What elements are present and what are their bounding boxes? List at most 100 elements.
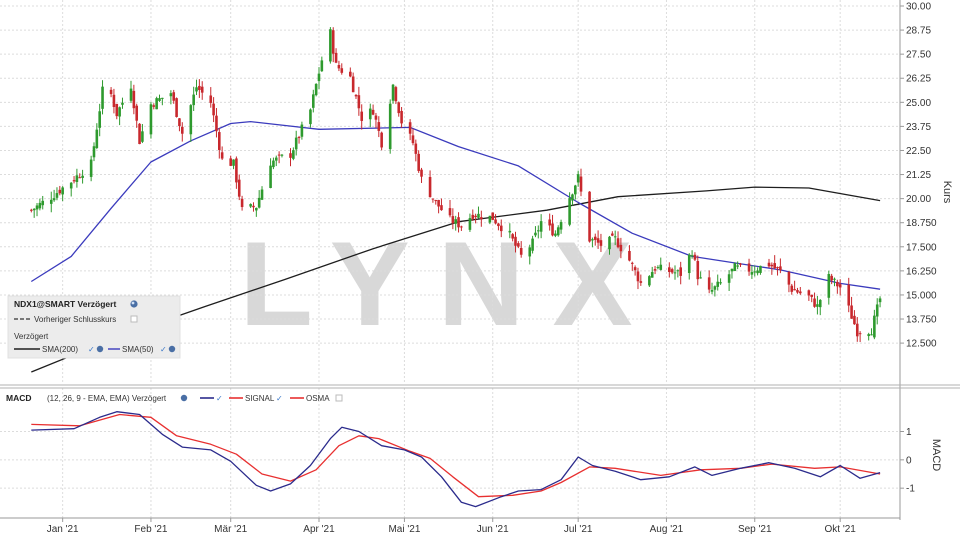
macd-tick-label: 0 xyxy=(906,455,912,466)
candle-body xyxy=(551,223,554,236)
candle xyxy=(98,103,101,137)
candle xyxy=(249,203,252,208)
candle xyxy=(448,200,452,218)
candle xyxy=(158,94,161,102)
candle xyxy=(454,215,457,231)
candle xyxy=(35,203,39,217)
candle-body xyxy=(69,182,73,189)
candle xyxy=(739,262,742,268)
macd-legend-macd-check[interactable]: ✓ xyxy=(216,394,223,403)
macd-legend-signal-check[interactable]: ✓ xyxy=(276,394,283,403)
candle-body xyxy=(368,108,372,120)
candle xyxy=(280,153,284,158)
candle-body xyxy=(474,215,477,218)
candle-body xyxy=(796,290,799,293)
candle-body xyxy=(81,175,84,178)
legend-prev-close-label: Vorheriger Schlusskurs xyxy=(34,315,116,324)
globe-icon[interactable] xyxy=(180,394,188,402)
candle xyxy=(349,67,352,78)
price-axis-label: Kurs xyxy=(941,181,953,204)
candle-body xyxy=(292,150,295,159)
candle-body xyxy=(579,176,583,192)
candle xyxy=(172,89,176,104)
candle-body xyxy=(257,197,261,208)
sma200-line xyxy=(31,186,881,373)
candle-body xyxy=(818,299,822,308)
globe-icon[interactable] xyxy=(96,345,104,353)
candle xyxy=(477,206,480,219)
candle-body xyxy=(32,208,36,211)
candle xyxy=(431,198,435,203)
price-tick-label: 16.250 xyxy=(906,266,937,277)
macd-axis-ticks: 1 0 -1 xyxy=(900,427,915,495)
candle xyxy=(132,84,136,115)
macd-legend-osma-label: OSMA xyxy=(306,394,330,403)
time-tick-label: Feb '21 xyxy=(134,524,167,535)
globe-icon[interactable] xyxy=(130,300,138,308)
globe-icon[interactable] xyxy=(168,345,176,353)
candle-body xyxy=(816,304,819,307)
candle xyxy=(568,192,571,227)
candle-body xyxy=(767,262,771,267)
candle xyxy=(272,157,275,170)
candle xyxy=(548,213,551,231)
candle xyxy=(411,128,415,146)
candle xyxy=(818,299,822,316)
macd-legend-osma-checkbox[interactable] xyxy=(335,394,343,402)
candle-body xyxy=(850,305,853,319)
candle-body xyxy=(747,263,751,272)
candle-body xyxy=(779,266,782,271)
legend-prev-close-checkbox[interactable] xyxy=(130,315,138,323)
candle-body xyxy=(357,95,361,109)
candle-body xyxy=(554,233,557,236)
candle xyxy=(619,237,623,259)
candle xyxy=(713,285,717,297)
candle xyxy=(499,219,503,238)
candle-body xyxy=(331,30,335,54)
candle xyxy=(833,277,836,287)
candle-body xyxy=(311,94,315,108)
candle-body xyxy=(49,199,53,204)
candle-body xyxy=(576,174,580,183)
candle-body xyxy=(847,284,851,306)
candle xyxy=(75,168,79,188)
price-legend-box xyxy=(7,295,181,359)
candle xyxy=(707,270,711,294)
candle xyxy=(314,83,318,97)
candle-body xyxy=(149,104,153,135)
candle-body xyxy=(309,109,312,125)
candle-body xyxy=(158,98,161,101)
legend-sma200-check[interactable]: ✓ xyxy=(88,345,95,354)
candle xyxy=(773,255,776,270)
legend-sma50-check[interactable]: ✓ xyxy=(160,345,167,354)
candle-body xyxy=(707,277,711,290)
time-tick-label: Jan '21 xyxy=(47,524,79,535)
macd-axis-label: MACD xyxy=(930,439,942,471)
candle xyxy=(317,67,321,90)
candle xyxy=(255,207,258,217)
candle-body xyxy=(109,89,113,95)
candle-body xyxy=(776,267,779,269)
candle-body xyxy=(528,247,532,257)
candle-body xyxy=(477,213,480,218)
candle-body xyxy=(38,202,42,209)
candle-body xyxy=(730,268,734,272)
candle-body xyxy=(759,265,762,273)
candle xyxy=(178,118,181,132)
candle xyxy=(727,270,731,291)
candle-body xyxy=(593,236,597,240)
candle xyxy=(750,265,754,279)
candle xyxy=(109,87,113,98)
candle xyxy=(95,123,99,150)
candle-body xyxy=(873,315,876,338)
candle xyxy=(218,128,221,159)
candle-body xyxy=(630,262,634,264)
candle xyxy=(593,233,597,246)
candle xyxy=(690,250,694,259)
candle xyxy=(779,258,782,274)
candle xyxy=(816,295,819,315)
candle-body xyxy=(249,204,252,207)
candle-body xyxy=(799,291,802,294)
candle xyxy=(135,103,139,128)
